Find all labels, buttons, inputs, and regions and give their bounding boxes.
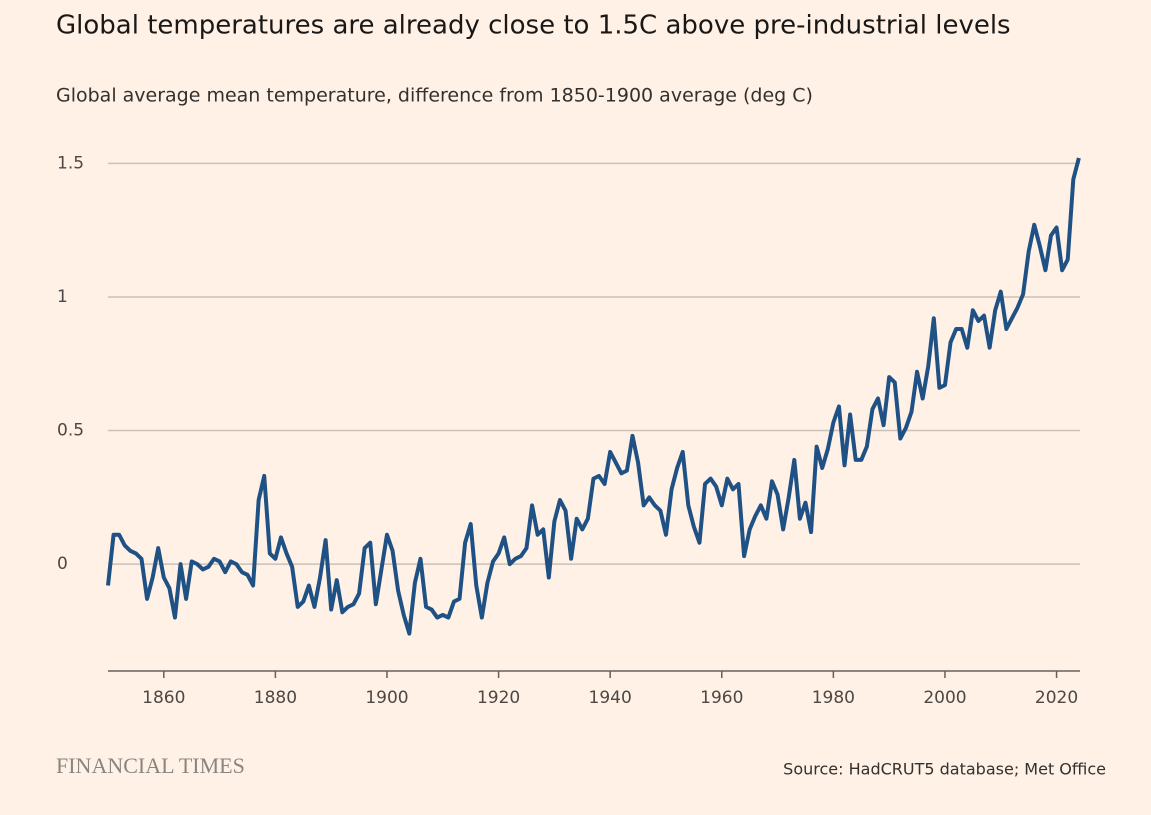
source: Source: HadCRUT5 database; Met Office (783, 760, 1106, 779)
x-tick-label: 1900 (365, 688, 408, 708)
x-tick-label: 2020 (1035, 688, 1078, 708)
x-tick-label: 1960 (700, 688, 743, 708)
chart-title: Global temperatures are already close to… (56, 11, 1011, 41)
x-tick-label: 1980 (812, 688, 855, 708)
brand: FINANCIAL TIMES (56, 753, 245, 778)
y-tick-label: 0 (57, 554, 68, 574)
temperature-line (106, 157, 1081, 636)
y-tick-label: 1 (57, 287, 68, 307)
x-tick-label: 2000 (923, 688, 966, 708)
chart-subtitle: Global average mean temperature, differe… (56, 85, 813, 107)
x-tick-label: 1920 (477, 688, 520, 708)
x-tick-label: 1860 (142, 688, 185, 708)
y-tick-label: 0.5 (57, 421, 84, 441)
x-tick-label: 1880 (254, 688, 297, 708)
x-tick-label: 1940 (589, 688, 632, 708)
y-tick-label: 1.5 (57, 153, 84, 173)
